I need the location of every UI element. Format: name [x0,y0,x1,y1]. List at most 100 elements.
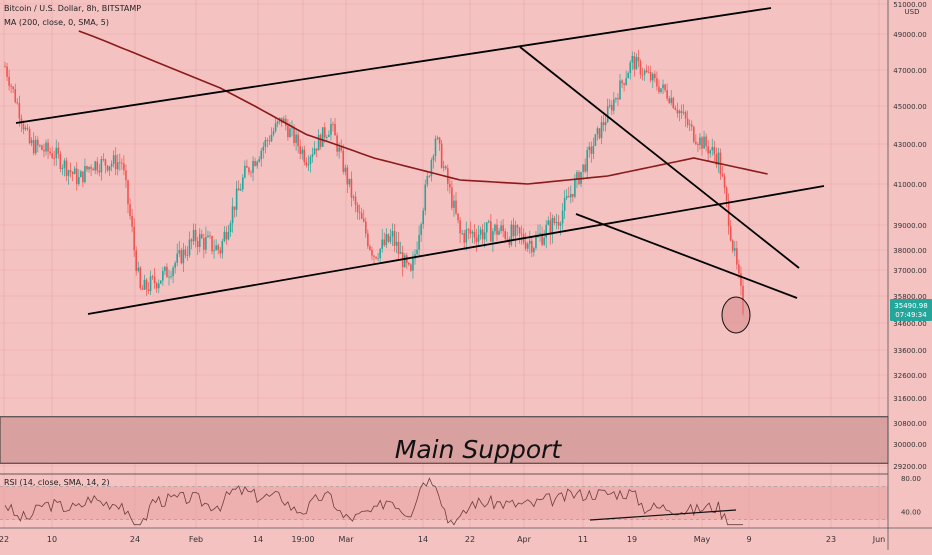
candle [629,60,632,80]
candle [699,133,701,150]
candle [686,110,689,128]
candle [272,127,275,137]
candle [352,194,355,201]
candle [203,233,205,259]
trendline [15,7,772,124]
candle [709,149,711,158]
time-tick-label: 11 [578,535,588,544]
candle [549,211,552,245]
symbol-legend[interactable]: Bitcoin / U.S. Dollar, 8h, BITSTAMP [4,4,141,13]
candle [256,160,258,169]
candle [664,83,666,93]
trendlines[interactable] [15,7,825,315]
candle [324,122,326,143]
badge-countdown: 07:49:34 [895,311,927,319]
candle [268,135,271,145]
candle [506,231,509,241]
candle [391,223,394,247]
candle [510,220,513,247]
candle [276,120,279,128]
candle [440,139,443,169]
candle [201,229,203,240]
candle [500,220,502,234]
candle [178,241,181,258]
candle [608,98,611,109]
time-tick-label: 22 [465,535,475,544]
candle [547,216,550,226]
candle [123,155,125,176]
candle [701,135,703,156]
candle [666,83,668,101]
rsi-band [0,486,888,520]
candle [164,265,166,276]
candle [137,261,140,273]
candle [490,213,492,243]
candle [194,223,197,248]
candle [133,218,135,257]
candle [75,162,78,191]
candle [740,266,742,296]
candle [233,206,236,218]
price-tick-label: 51000.00 [893,1,926,9]
candle [705,133,707,152]
candle [557,214,560,230]
candle [461,229,463,235]
candle [660,88,662,94]
rsi-legend[interactable]: RSI (14, close, SMA, 14, 2) [4,478,110,487]
candle [362,209,365,223]
candle [678,109,681,122]
candle [69,162,72,178]
candle [78,169,80,187]
price-tick-label: 37000.00 [893,267,926,275]
candle [561,203,564,230]
candle [377,252,379,262]
candle [553,215,556,226]
candle [529,230,531,254]
price-tick-label: 45000.00 [893,103,926,111]
candle [37,136,39,153]
candle [242,174,244,192]
candle [162,266,164,286]
candle [160,280,162,285]
candle [713,140,716,162]
candle [311,147,314,163]
candle [734,240,736,257]
candle [428,174,431,178]
candle [563,190,566,219]
price-tick-label: 49000.00 [893,31,926,39]
candle [98,163,101,177]
candle [149,270,152,295]
candle [209,231,211,239]
candle [488,219,490,224]
candle [697,142,699,152]
candle [274,117,277,133]
candle [475,228,478,252]
time-tick-label: 9 [746,535,751,544]
candle [92,167,94,171]
candle [342,144,345,175]
candle [61,164,64,176]
symbol-label: Bitcoin / U.S. Dollar, 8h, BITSTAMP [4,4,142,13]
candle [594,133,597,147]
candle [51,146,53,160]
candle [637,49,640,68]
candle [270,127,273,143]
candle [559,221,562,236]
candle [703,130,705,149]
ma200-line [78,30,768,185]
candle [680,104,683,120]
candle [432,154,435,169]
time-axis[interactable]: 22 10 24 Feb 14 19:00 Mar 14 22 Apr 11 19 May 9 23 Jun [0,535,885,544]
candle [647,65,650,74]
ma-legend[interactable]: MA (200, close, 0, SMA, 5) [4,18,109,27]
highlight-circle[interactable] [721,296,751,334]
price-tick-label: 29200.00 [893,463,926,471]
candle [426,172,429,188]
candle [102,153,105,162]
candle [287,118,289,141]
candle [449,176,451,194]
